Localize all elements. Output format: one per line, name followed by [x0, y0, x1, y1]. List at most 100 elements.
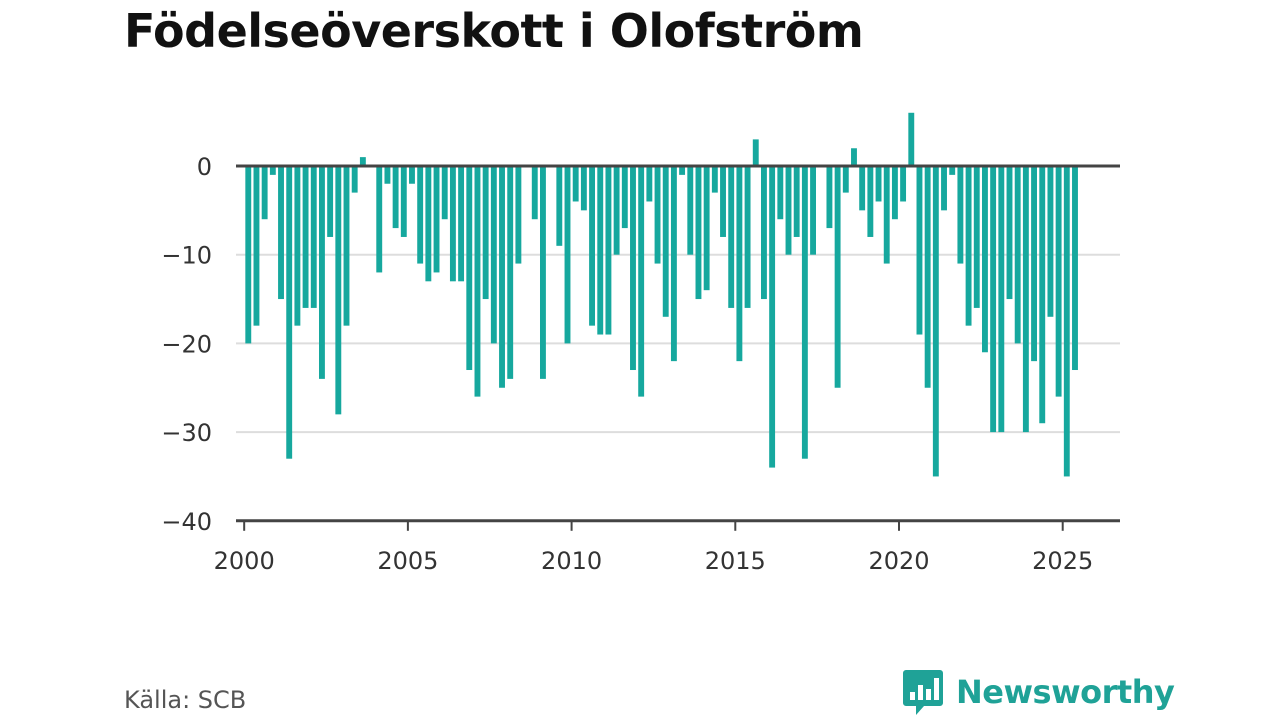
bar [327, 166, 334, 237]
bar [908, 112, 915, 166]
y-tick-label: 0 [197, 153, 212, 181]
bar [662, 166, 669, 317]
bar [351, 166, 358, 193]
bar [965, 166, 972, 326]
bar [695, 166, 702, 300]
bar [286, 166, 293, 459]
bar [891, 166, 898, 220]
bar [1006, 166, 1013, 300]
bar [572, 166, 579, 202]
bar [1014, 166, 1021, 344]
x-tick-label: 2000 [214, 547, 275, 575]
brand-name: Newsworthy [956, 673, 1175, 711]
bar [433, 166, 440, 273]
bar [744, 166, 751, 308]
bar [597, 166, 604, 335]
bar [826, 166, 833, 229]
bar [589, 166, 596, 326]
bar [900, 166, 907, 202]
bar [941, 166, 947, 211]
bar [924, 166, 931, 388]
bar [400, 166, 407, 237]
bars [245, 112, 1078, 477]
bar [417, 166, 424, 264]
bar [605, 166, 612, 335]
bar [392, 166, 399, 229]
bar [278, 166, 284, 300]
bar [1031, 166, 1038, 362]
bar [670, 166, 677, 362]
bar [441, 166, 448, 220]
bar [1022, 166, 1029, 433]
y-tick-label: −10 [161, 242, 212, 270]
bar [801, 166, 808, 459]
bar [482, 166, 489, 300]
bar [777, 166, 784, 220]
x-tick-label: 2005 [377, 547, 438, 575]
bar [409, 166, 415, 184]
bar [875, 166, 882, 202]
bar [859, 166, 866, 211]
brand-logo[interactable]: Newsworthy [902, 668, 1175, 716]
chart-title: Födelseöverskott i Olofström [124, 4, 864, 58]
y-tick-label: −30 [161, 419, 212, 447]
bar [973, 166, 980, 308]
bar [253, 166, 260, 326]
bar [1055, 166, 1062, 397]
bar [515, 166, 522, 264]
bar [294, 166, 301, 326]
gridlines [236, 253, 1120, 434]
bar [507, 166, 514, 379]
bar [990, 166, 997, 433]
bar [654, 166, 661, 264]
bar [531, 166, 538, 220]
bar [793, 166, 800, 237]
bar [810, 166, 817, 255]
source-label: Källa: SCB [124, 686, 247, 714]
bar [785, 166, 792, 255]
bar [335, 166, 342, 415]
bar [998, 166, 1005, 433]
bar [564, 166, 571, 344]
bar [630, 166, 636, 371]
bar [1063, 166, 1070, 477]
bar [539, 166, 546, 379]
bar [867, 166, 874, 237]
bar [883, 166, 890, 264]
bar [359, 157, 366, 166]
bar [932, 166, 939, 477]
bar [711, 166, 718, 193]
bar [1047, 166, 1054, 317]
bar [376, 166, 383, 273]
x-tick-label: 2010 [541, 547, 602, 575]
bar [458, 166, 465, 282]
bar [760, 166, 767, 300]
y-tick-labels: 0 −10 −20 −30 −40 [161, 153, 212, 536]
bar [687, 166, 694, 255]
bar [621, 166, 628, 229]
bar [736, 166, 743, 362]
bar [679, 166, 686, 175]
bar [556, 166, 563, 246]
y-tick-label: −20 [161, 330, 212, 358]
bar [318, 166, 325, 379]
bar [261, 166, 268, 220]
bar [343, 166, 350, 326]
bar [834, 166, 841, 388]
bar [638, 166, 645, 397]
bar [499, 166, 505, 388]
bar [957, 166, 964, 264]
bar [425, 166, 432, 282]
bar [842, 166, 849, 193]
bar [851, 148, 857, 166]
x-tick-label: 2025 [1032, 547, 1093, 575]
bar [916, 166, 923, 335]
bar [720, 166, 726, 237]
bar [466, 166, 473, 371]
newsworthy-logo-icon [903, 670, 943, 715]
bar [949, 166, 956, 175]
x-tick-label: 2020 [868, 547, 929, 575]
bar [752, 139, 759, 166]
x-tick-label: 2015 [705, 547, 766, 575]
bar [769, 166, 776, 468]
